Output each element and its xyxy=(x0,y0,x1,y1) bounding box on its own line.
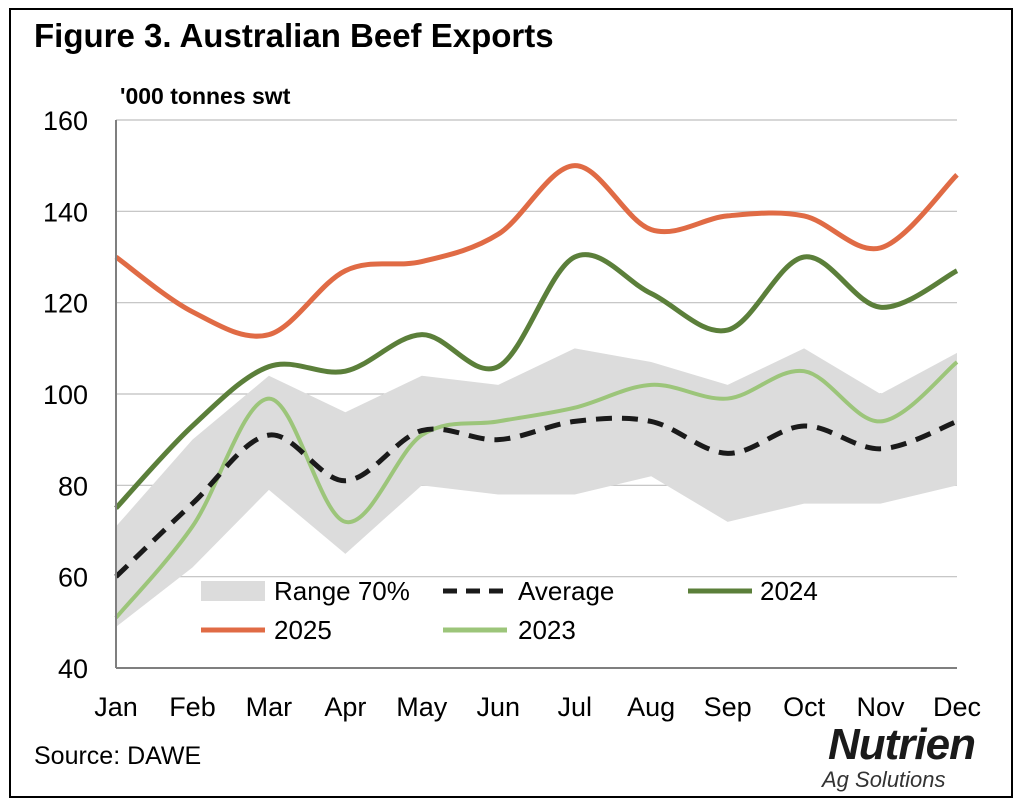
x-tick-label: Feb xyxy=(169,692,216,722)
legend-swatch xyxy=(201,581,265,601)
x-tick-label: Apr xyxy=(324,692,366,722)
y-tick-label: 120 xyxy=(43,289,88,319)
x-tick-label: May xyxy=(396,692,448,722)
source-note: Source: DAWE xyxy=(34,742,202,770)
legend: Range 70% Average 2024 2025 2023 xyxy=(201,576,818,645)
legend-item-y2023: 2023 xyxy=(443,615,576,645)
y-tick-label: 60 xyxy=(58,563,88,593)
legend-label: Range 70% xyxy=(274,576,410,606)
series-line-2023 xyxy=(114,360,959,620)
legend-item-y2025: 2025 xyxy=(201,615,332,645)
legend-item-y2024: 2024 xyxy=(688,576,818,606)
x-tick-label: Oct xyxy=(783,692,826,722)
series-line-2024 xyxy=(114,252,959,510)
series-average xyxy=(114,415,958,579)
x-tick-label: Sep xyxy=(704,692,752,722)
legend-label: 2025 xyxy=(274,615,332,645)
y-tick-label: 160 xyxy=(43,106,88,136)
y-tick-label: 140 xyxy=(43,197,88,227)
y-tick-label: 80 xyxy=(58,471,88,501)
tick-labels: 40 60 80 100 120 140 160 Jan Feb Mar Apr May Jun Jul A… xyxy=(43,106,981,722)
legend-item-range: Range 70% xyxy=(201,576,410,606)
x-tick-label: Dec xyxy=(933,692,981,722)
legend-label: 2024 xyxy=(760,576,818,606)
logo-wordmark: Nutrien xyxy=(828,720,976,769)
x-tick-label: Aug xyxy=(627,692,675,722)
y-tick-label: 100 xyxy=(43,380,88,410)
series-line-average xyxy=(114,415,958,579)
x-tick-label: Nov xyxy=(857,692,906,722)
x-tick-label: Jun xyxy=(476,692,520,722)
legend-item-average: Average xyxy=(443,576,614,606)
chart-title: Figure 3. Australian Beef Exports xyxy=(34,17,554,54)
x-tick-label: Mar xyxy=(246,692,293,722)
range-70-band xyxy=(116,348,957,627)
x-tick-label: Jul xyxy=(557,692,592,722)
nutrien-logo: Nutrien Ag Solutions xyxy=(818,720,1000,794)
range-band-layer xyxy=(116,348,957,627)
y-axis-unit-label: '000 tonnes swt xyxy=(120,83,291,109)
axis-layer xyxy=(115,120,957,669)
legend-label: 2023 xyxy=(518,615,576,645)
series-line-2025 xyxy=(114,163,959,339)
series-layer xyxy=(114,163,959,620)
x-tick-label: Jan xyxy=(94,692,138,722)
logo-subtitle: Ag Solutions xyxy=(822,767,946,792)
y-tick-label: 40 xyxy=(58,654,88,684)
series-2024 xyxy=(114,252,959,510)
legend-label: Average xyxy=(518,576,614,606)
